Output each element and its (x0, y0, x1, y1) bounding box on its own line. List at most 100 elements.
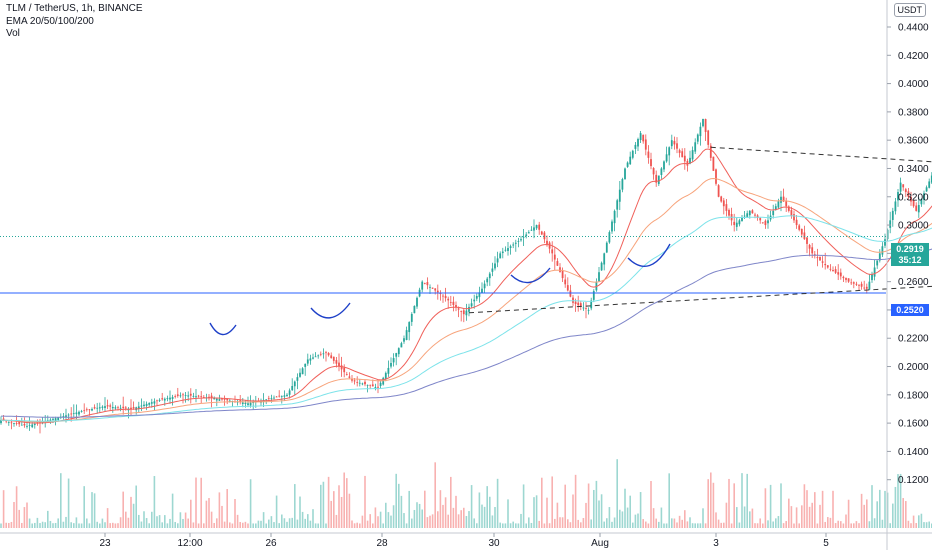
candle-body (436, 290, 439, 293)
candle-body (150, 402, 153, 404)
candle-body (28, 425, 31, 427)
candle-body (842, 276, 845, 279)
price-tick-label: 0.2000 (898, 362, 929, 373)
candle-body (780, 196, 782, 203)
volume-bar (866, 499, 868, 528)
volume-bar (307, 514, 309, 528)
candle-body (592, 291, 595, 300)
candle-body (481, 288, 483, 293)
volume-bar (91, 492, 93, 528)
volume-bar (359, 523, 361, 528)
candle-body (33, 423, 36, 425)
volume-bar (418, 503, 421, 528)
volume-bar (413, 509, 416, 528)
candle-body (613, 210, 616, 224)
volume-bar (343, 472, 345, 528)
candle-body (158, 399, 161, 401)
volume-bar (200, 477, 202, 528)
volume-bar (86, 518, 88, 528)
volume-bar (60, 473, 62, 528)
candle-body (889, 220, 892, 228)
ema-indicator-label[interactable]: EMA 20/50/100/200 (6, 16, 94, 27)
candle-body (520, 239, 522, 241)
volume-bar (431, 514, 434, 528)
volume-bar (260, 520, 262, 528)
candle-body (527, 232, 530, 234)
volume-bar (704, 523, 707, 528)
volume-bar (801, 505, 803, 528)
candle-body (782, 196, 785, 202)
volume-bar (858, 523, 860, 528)
candle-body (517, 240, 520, 242)
candle-body (551, 249, 554, 254)
candle-body (652, 168, 655, 175)
volume-bar (434, 462, 436, 528)
candle-body (340, 365, 343, 370)
volume-bar (216, 518, 218, 528)
candle-body (111, 406, 114, 409)
currency-button[interactable]: USDT (893, 3, 926, 17)
candle-body (379, 382, 382, 386)
candle-body (119, 407, 122, 409)
candle-body (735, 222, 738, 227)
volume-bar (517, 523, 520, 528)
price-axis[interactable]: 0.12000.14000.16000.18000.20000.22000.24… (886, 0, 929, 550)
candle-body (808, 244, 811, 249)
candle-body (694, 142, 697, 152)
candle-body (104, 406, 106, 408)
volume-bar (772, 521, 774, 528)
candle-body (748, 210, 751, 216)
candle-body (501, 251, 504, 254)
volume-bar (910, 523, 912, 528)
volume-bar (205, 500, 208, 528)
volume-bar (424, 490, 426, 528)
volume-bar (806, 490, 808, 528)
volume-bar (21, 522, 23, 528)
candle-body (434, 288, 437, 291)
volume-bar (886, 492, 889, 528)
volume-bar (361, 515, 364, 528)
volume-bar (715, 512, 717, 528)
volume-bar (153, 476, 156, 528)
candle-body (683, 155, 686, 162)
candle-body (543, 232, 546, 240)
candle-body (707, 130, 710, 145)
candle-body (910, 197, 912, 202)
volume-bar (892, 503, 894, 528)
volume-bar (242, 522, 244, 528)
volume-bar (543, 523, 546, 528)
candle-body (920, 199, 923, 205)
volume-bar (915, 523, 917, 528)
time-axis[interactable]: 23 12:00 26 28 30 Aug 3 5 (0, 532, 932, 549)
volume-bar (294, 484, 296, 528)
volume-bar (88, 523, 91, 528)
candle-body (114, 407, 117, 409)
candle-body (439, 293, 442, 295)
volume-bar (34, 522, 36, 528)
volume-bar (554, 518, 556, 528)
candle-body (556, 261, 559, 266)
candle-body (80, 411, 83, 413)
volume-bar (231, 523, 234, 528)
candle-body (423, 283, 426, 284)
candle-body (712, 156, 715, 171)
volume-bar (486, 486, 488, 528)
volume-bar (104, 522, 106, 528)
volume-bar (351, 520, 353, 528)
volume-bar (624, 488, 626, 528)
candle-body (249, 402, 252, 406)
volume-indicator-label[interactable]: Vol (6, 28, 20, 39)
volume-bar (353, 523, 356, 528)
volume-bar (712, 482, 715, 528)
candle-body (400, 343, 403, 348)
volume-bar (816, 523, 819, 528)
candle-body (88, 409, 91, 411)
volume-bar (442, 504, 444, 528)
candle-body (608, 232, 611, 243)
volume-bar (720, 522, 722, 528)
volume-bar (736, 507, 738, 528)
candle-body (377, 386, 379, 388)
candle-body (873, 267, 876, 277)
volume-bar (762, 523, 764, 528)
